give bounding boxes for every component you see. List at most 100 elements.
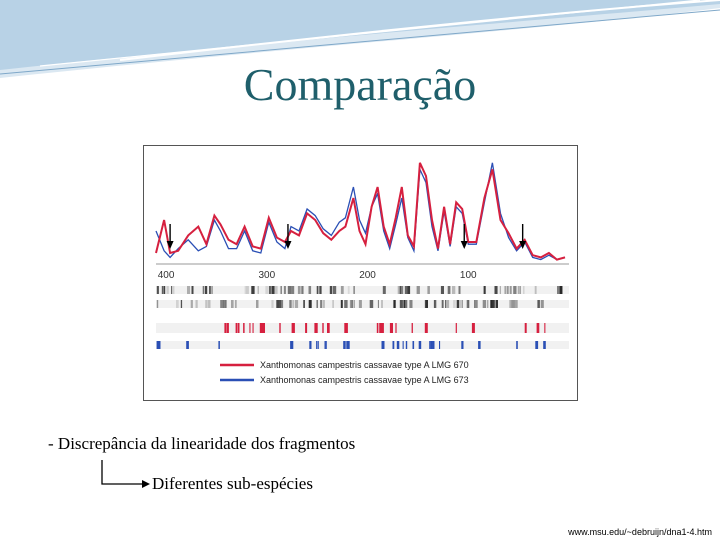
gel-band — [186, 341, 189, 349]
gel-band — [309, 341, 312, 349]
gel-band — [358, 300, 362, 308]
gel-band — [308, 300, 312, 308]
gel-band — [504, 286, 506, 294]
gel-band — [458, 286, 461, 294]
arrow-down-icon — [284, 241, 292, 249]
gel-band — [269, 286, 272, 294]
gel-band — [516, 341, 518, 349]
gel-band — [405, 341, 408, 349]
gel-band — [322, 300, 325, 308]
gel-band — [425, 300, 428, 308]
gel-band — [344, 300, 348, 308]
gel-band — [343, 341, 346, 349]
gel-band — [392, 341, 395, 349]
gel-band — [278, 300, 282, 308]
gel-band — [259, 323, 262, 333]
gel-band — [224, 300, 227, 308]
gel-band — [535, 341, 539, 349]
gel-band — [206, 300, 209, 308]
gel-band — [381, 323, 384, 333]
gel-band — [349, 300, 352, 308]
gel-band — [478, 341, 481, 349]
gel-band — [325, 341, 327, 349]
gel-band — [440, 286, 444, 294]
gel-band — [345, 323, 348, 333]
gel-band — [353, 286, 355, 294]
electropherogram-chart: 400 300 200 100 Xanthomonas campestris cassa… — [155, 162, 569, 385]
gel-band — [329, 286, 333, 294]
gel-band — [279, 323, 281, 333]
gel-band — [351, 300, 353, 308]
gel-band — [276, 300, 279, 308]
gel-band — [512, 300, 516, 308]
gel-band — [452, 286, 456, 294]
gel-band — [403, 300, 406, 308]
gel-band — [244, 286, 246, 294]
gel-band — [316, 341, 318, 349]
gel-band — [456, 300, 460, 308]
gel-band — [467, 300, 470, 308]
gel-band — [466, 300, 469, 308]
gel-band — [537, 300, 540, 308]
gel-band — [234, 300, 237, 308]
bracket-arrow-icon — [101, 460, 150, 488]
arrow-down-icon — [519, 241, 527, 249]
gel-band — [405, 300, 408, 308]
gel-band — [461, 341, 464, 349]
legend-label-0: Xanthomonas campestris cassavae type A L… — [260, 360, 469, 370]
gel-band — [257, 286, 259, 294]
header-decoration — [0, 0, 720, 78]
gel-band — [412, 341, 415, 349]
gel-band — [303, 300, 305, 308]
gel-band — [439, 341, 441, 349]
gel-band — [171, 286, 173, 294]
gel-band — [243, 323, 245, 333]
gel-band — [245, 286, 249, 294]
gel-band — [540, 300, 544, 308]
gel-band — [269, 286, 271, 294]
gel-band — [324, 341, 326, 349]
gel-band — [222, 300, 224, 308]
gel-band — [525, 323, 527, 333]
source-url: www.msu.edu/~debruijn/dna1-4.htm — [568, 527, 712, 537]
gel-band — [430, 341, 433, 349]
gel-band — [340, 286, 344, 294]
gel-band — [399, 286, 402, 294]
chart-figure: 400 300 200 100 Xanthomonas campestris cassa… — [143, 145, 578, 401]
gel-band — [353, 300, 355, 308]
gel-band — [161, 286, 164, 294]
gel-band — [256, 300, 259, 308]
gel-band — [316, 286, 319, 294]
gel-band — [455, 323, 457, 333]
gel-band — [429, 341, 431, 349]
gel-band — [544, 323, 546, 333]
gel-band — [494, 286, 498, 294]
gel-band — [447, 286, 451, 294]
gel-band — [238, 323, 240, 333]
gel-band — [283, 286, 286, 294]
gel-band — [187, 286, 191, 294]
series-line-0 — [155, 162, 566, 261]
gel-band — [308, 286, 312, 294]
gel-band — [156, 300, 159, 308]
gel-band — [509, 286, 512, 294]
gel-band — [235, 323, 238, 333]
gel-band — [195, 300, 198, 308]
gel-band — [292, 300, 295, 308]
gel-band — [407, 286, 411, 294]
gel-band — [377, 300, 379, 308]
gel-band — [202, 286, 205, 294]
gel-band — [536, 323, 540, 333]
gel-band — [249, 323, 251, 333]
gel-band — [207, 300, 211, 308]
gel-band — [163, 286, 166, 294]
gel-band — [534, 286, 537, 294]
gel-band — [393, 300, 396, 308]
gel-band — [559, 286, 563, 294]
gel-band — [251, 286, 255, 294]
gel-band — [274, 286, 278, 294]
gel-band — [231, 300, 234, 308]
gel-band — [482, 300, 487, 308]
x-tick-label-1: 300 — [258, 270, 275, 281]
gel-band — [224, 323, 227, 333]
